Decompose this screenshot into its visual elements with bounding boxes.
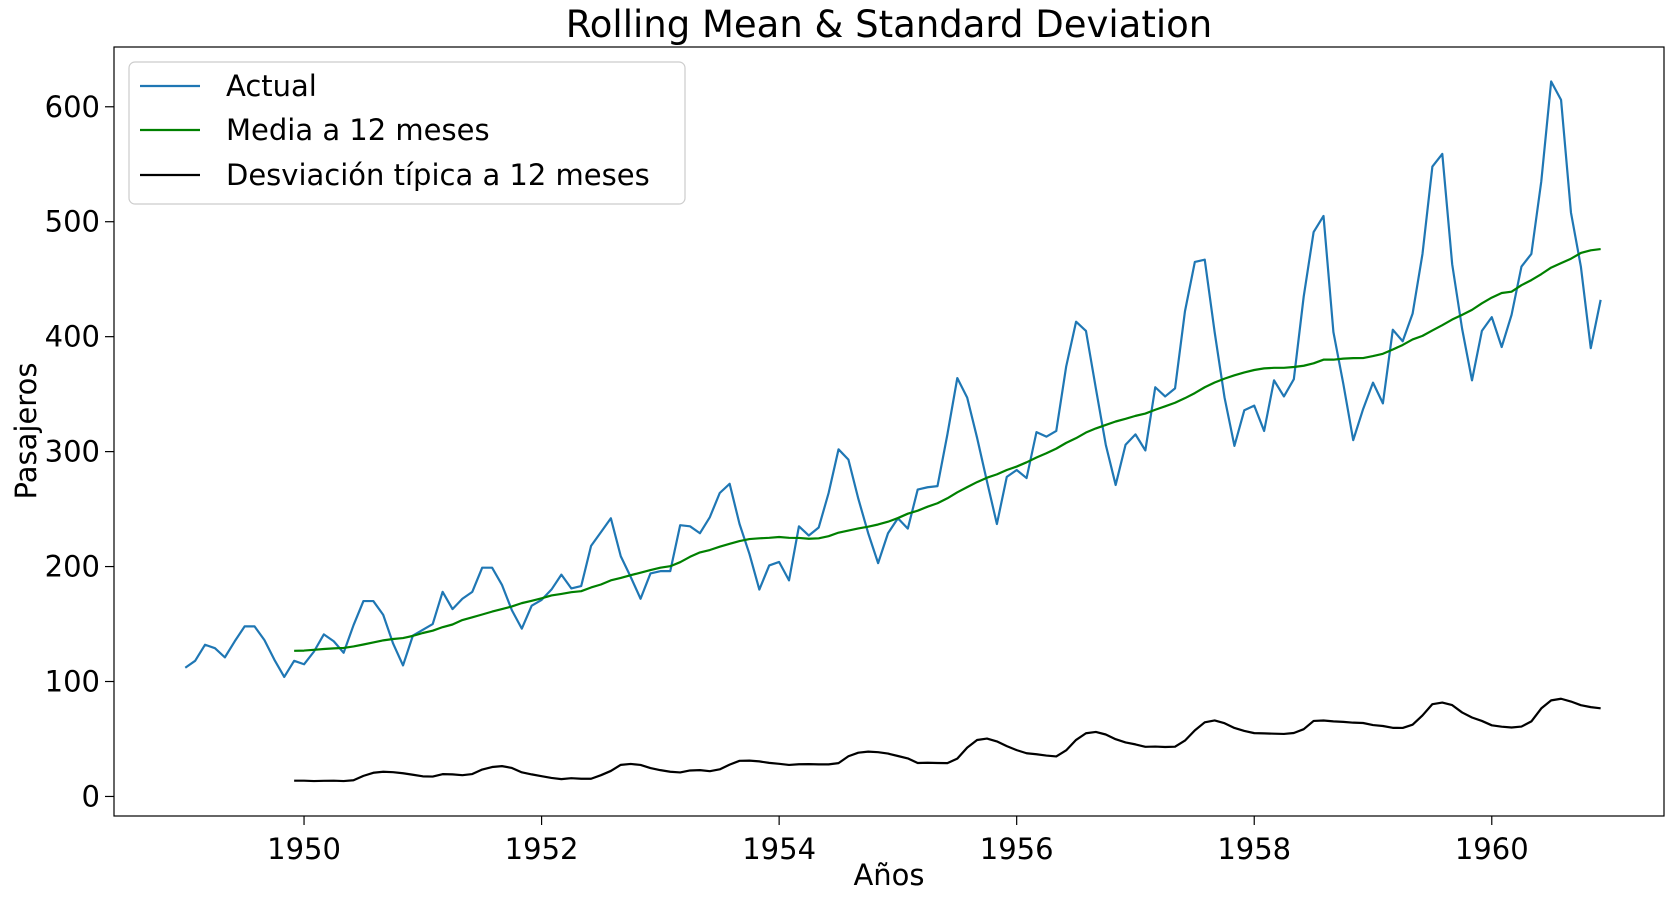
legend-label-actual: Actual: [226, 69, 317, 103]
y-tick-label: 600: [45, 90, 100, 124]
x-tick-label: 1952: [505, 832, 579, 866]
series-line-2: [294, 697, 1601, 783]
x-tick-label: 1954: [742, 832, 816, 866]
x-axis-label: Años: [853, 858, 924, 892]
plot-lines: [184, 80, 1602, 783]
legend-label-rolling-mean: Media a 12 meses: [226, 113, 490, 147]
chart-title: Rolling Mean & Standard Deviation: [566, 3, 1212, 46]
x-tick-label: 1950: [267, 832, 341, 866]
legend-box: [128, 61, 686, 205]
series-line-1: [294, 247, 1601, 652]
y-tick-label: 500: [45, 205, 100, 239]
y-tick-label: 200: [45, 550, 100, 584]
x-tick-label: 1956: [980, 832, 1054, 866]
legend: Actual Media a 12 meses Desviación típic…: [128, 61, 686, 205]
series-line-0: [184, 80, 1602, 679]
y-tick-label: 400: [45, 320, 100, 354]
x-tick-label: 1958: [1217, 832, 1291, 866]
y-tick-label: 0: [82, 779, 100, 813]
x-axis: 1950 1952 1954 1956 1958 1960: [267, 816, 1529, 866]
plot-frame: [113, 46, 1665, 817]
y-tick-label: 100: [45, 665, 100, 699]
y-axis: 0 100 200 300 400 500 600: [45, 90, 114, 813]
legend-label-rolling-std: Desviación típica a 12 meses: [226, 158, 650, 192]
y-axis-label: Pasajeros: [9, 363, 43, 500]
y-tick-label: 300: [45, 435, 100, 469]
x-tick-label: 1960: [1455, 832, 1529, 866]
